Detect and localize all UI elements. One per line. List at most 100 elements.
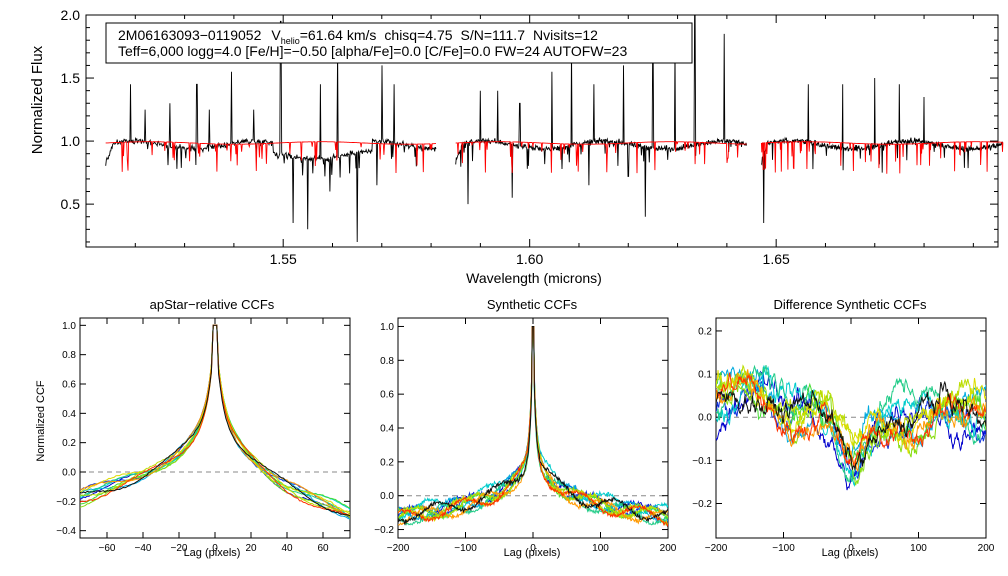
- difference-ccf-panel: Difference Synthetic CCFs −200 −100 0 100 20…: [692, 297, 995, 559]
- annotation-vhelio-label: V: [271, 27, 281, 43]
- xtick-label: −100: [454, 543, 477, 554]
- xtick-label: 60: [317, 543, 329, 554]
- spectrum-xtick-label: 1.60: [516, 251, 543, 267]
- ytick-label: 0.2: [380, 457, 394, 468]
- apstar-ccf-plot: −60 −40 −20 0 20 40 60 −0.4 −0.2 0.0 0.2 0.4 0.6 0.8 1…: [56, 317, 351, 554]
- ytick-label: 0.0: [62, 468, 76, 479]
- spectrum-annotation-box: 2M06163093−0119052 Vhelio=61.64 km/s chisq…: [105, 22, 693, 64]
- xtick-label: 100: [592, 543, 609, 554]
- ccf-line: [398, 326, 668, 521]
- ccf-line: [80, 324, 350, 520]
- ytick-label: 0.0: [380, 491, 394, 502]
- synthetic-spectrum-line: [455, 141, 747, 174]
- ccf-line: [80, 324, 350, 517]
- spectrum-ytick-label: 2.0: [61, 7, 81, 23]
- apstar-ccf-panel: apStar−relative CCFs −60 −40 −20 0 20 40 60 −0.…: [35, 297, 351, 559]
- xtick-label: −100: [772, 543, 795, 554]
- ccf-line: [398, 326, 668, 524]
- ccf-line: [398, 326, 668, 526]
- xtick-label: 200: [978, 543, 995, 554]
- spectrum-xtick-label: 1.65: [763, 251, 790, 267]
- ytick-label: 0.6: [62, 380, 76, 391]
- xtick-label: −20: [171, 543, 188, 554]
- ytick-label: 0.2: [62, 438, 76, 449]
- ccf-line: [398, 326, 668, 521]
- synthetic-ccf-title: Synthetic CCFs: [487, 297, 578, 312]
- synthetic-ccf-panel: Synthetic CCFs −200 −100 0 100 200 −0.2 0.0 0.2…: [374, 297, 677, 559]
- xtick-label: 0: [530, 543, 536, 554]
- xtick-label: 100: [910, 543, 927, 554]
- ccf-line: [398, 326, 668, 521]
- ytick-label: 0.1: [698, 370, 712, 381]
- annotation-line-2: Teff=6,000 logg=4.0 [Fe/H]=−0.50 [alpha/…: [118, 43, 627, 59]
- observed-spectrum-line: [761, 77, 1004, 224]
- spectrum-panel: 1.55 1.60 1.65 0.5 1.0 1.5 2.0 Wavelength (mic…: [29, 7, 1004, 286]
- difference-ccf-title: Difference Synthetic CCFs: [774, 297, 927, 312]
- xtick-label: 0: [212, 543, 218, 554]
- ytick-label: 0.2: [698, 326, 712, 337]
- difference-ccf-plot: −200 −100 0 100 200 −0.2 −0.1 0.0 0.1 0.2: [692, 317, 995, 554]
- ytick-label: −0.4: [56, 526, 76, 537]
- annotation-line-1: 2M06163093−0119052 Vhelio=61.64 km/s chisq…: [118, 27, 598, 46]
- difference-ccf-xlabel: Lag (pixels): [822, 547, 879, 559]
- spectrum-xtick-label: 1.55: [270, 251, 297, 267]
- ytick-label: −0.2: [56, 497, 76, 508]
- spectrum-series: [105, 14, 1004, 243]
- ytick-label: 0.4: [62, 409, 76, 420]
- ccf-series: [716, 364, 986, 491]
- ytick-label: −0.2: [692, 499, 712, 510]
- xtick-label: 0: [848, 543, 854, 554]
- ccf-line: [716, 380, 986, 470]
- ytick-label: 0.4: [380, 424, 394, 435]
- annotation-chisq: chisq=4.75: [384, 27, 452, 43]
- spectrum-ytick-label: 0.5: [61, 196, 81, 212]
- spectrum-frame: [85, 14, 999, 248]
- ytick-label: 0.8: [380, 356, 394, 367]
- synthetic-spectrum-line: [760, 141, 1004, 174]
- spectrum-ylabel: Normalized Flux: [29, 45, 46, 154]
- xtick-label: −200: [705, 543, 728, 554]
- synthetic-spectrum-line: [105, 141, 436, 174]
- xtick-label: −40: [135, 543, 152, 554]
- xtick-label: 200: [660, 543, 677, 554]
- ccf-line: [80, 324, 350, 518]
- ytick-label: −0.2: [374, 525, 394, 536]
- ccf-series: [80, 324, 350, 520]
- spectrum-ytick-label: 1.0: [61, 133, 81, 149]
- ytick-label: 0.6: [380, 390, 394, 401]
- ccf-line: [398, 326, 668, 521]
- apstar-ccf-ylabel: Normalized CCF: [35, 380, 47, 462]
- xtick-label: −200: [387, 543, 410, 554]
- ytick-label: 1.0: [62, 321, 76, 332]
- apstar-ccf-xlabel: Lag (pixels): [184, 547, 241, 559]
- synthetic-ccf-plot: −200 −100 0 100 200 −0.2 0.0 0.2 0.4 0.6 0.8 1.0: [374, 317, 677, 554]
- apstar-ccf-title: apStar−relative CCFs: [150, 297, 275, 312]
- annotation-star: 2M06163093−0119052: [118, 27, 262, 43]
- observed-spectrum-line: [105, 20, 437, 243]
- spectrum-axes-frame: [85, 14, 999, 248]
- ytick-label: 1.0: [380, 322, 394, 333]
- ccf-frame: [715, 317, 987, 539]
- ccf-series: [398, 326, 668, 527]
- annotation-vhelio-sub: helio: [281, 36, 300, 46]
- ccf-line: [716, 369, 986, 472]
- spectrum-xlabel: Wavelength (microns): [466, 270, 602, 286]
- ytick-label: 0.0: [698, 413, 712, 424]
- spectrum-ytick-label: 1.5: [61, 70, 81, 86]
- ccf-line: [80, 324, 350, 514]
- xtick-label: 40: [281, 543, 293, 554]
- observed-spectrum-line: [455, 14, 748, 217]
- spectrum-ticks: 1.55 1.60 1.65 0.5 1.0 1.5 2.0: [61, 7, 998, 267]
- ccf-line: [398, 326, 668, 526]
- xtick-label: −60: [99, 543, 116, 554]
- annotation-vhelio-value: =61.64 km/s: [300, 27, 377, 43]
- annotation-box-frame: [105, 22, 693, 64]
- xtick-label: 20: [245, 543, 257, 554]
- annotation-sn: S/N=111.7: [461, 27, 526, 43]
- ytick-label: 0.8: [62, 350, 76, 361]
- annotation-nvisits: Nvisits=12: [533, 27, 598, 43]
- ccf-line: [398, 326, 668, 524]
- ccf-line: [398, 326, 668, 525]
- synthetic-ccf-xlabel: Lag (pixels): [504, 547, 561, 559]
